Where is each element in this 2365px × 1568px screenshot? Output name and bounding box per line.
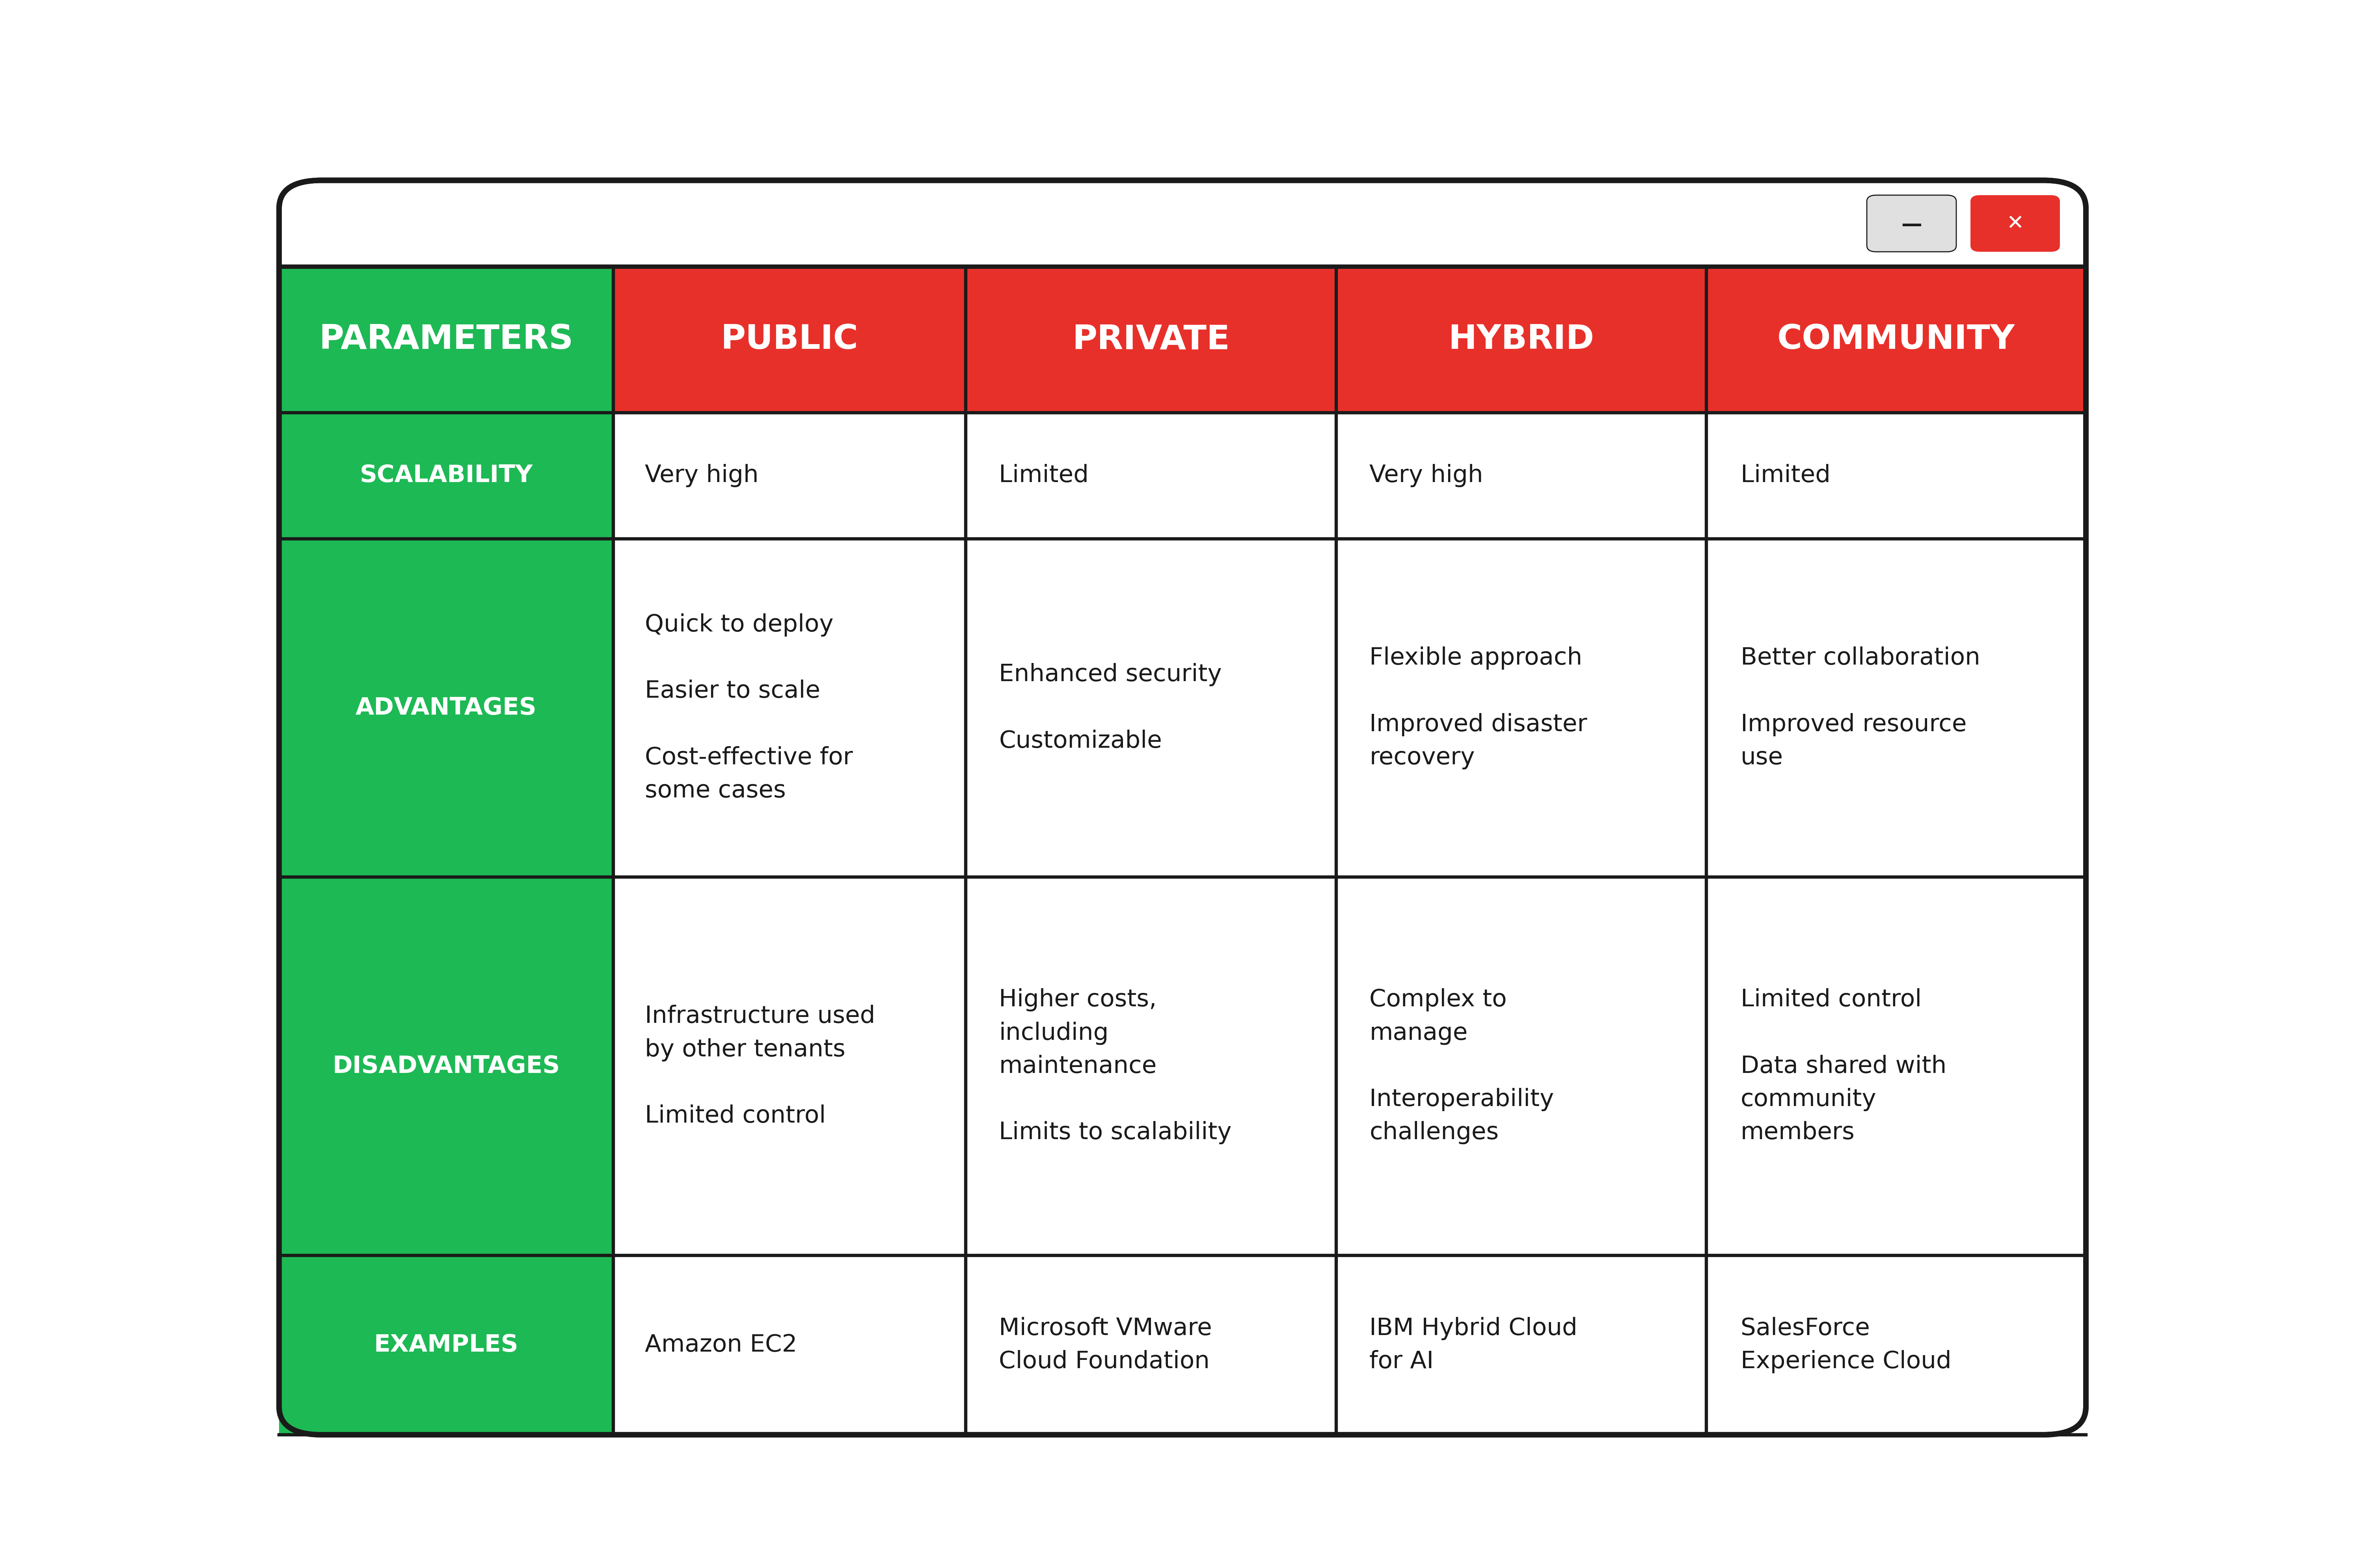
FancyBboxPatch shape [279,180,2086,1435]
Text: EXAMPLES: EXAMPLES [374,1333,518,1356]
FancyBboxPatch shape [1970,194,2060,252]
Text: ADVANTAGES: ADVANTAGES [355,696,537,720]
Text: Very high: Very high [646,464,759,488]
Text: Better collaboration

Improved resource
use: Better collaboration Improved resource u… [1741,646,1980,770]
Text: ✕: ✕ [2006,213,2024,234]
Bar [613,267,965,412]
Bar [279,267,613,412]
Text: SalesForce
Experience Cloud: SalesForce Experience Cloud [1741,1317,1951,1374]
Bar [1336,267,1708,412]
Text: SCALABILITY: SCALABILITY [359,464,532,488]
Text: Microsoft VMware
Cloud Foundation: Microsoft VMware Cloud Foundation [998,1317,1213,1374]
Text: Limited: Limited [1741,464,1831,488]
Text: DISADVANTAGES: DISADVANTAGES [333,1055,561,1077]
Text: Higher costs,
including
maintenance

Limits to scalability: Higher costs, including maintenance Limi… [998,988,1232,1145]
Text: PARAMETERS: PARAMETERS [319,323,572,356]
Text: Amazon EC2: Amazon EC2 [646,1333,797,1356]
Text: —: — [1901,215,1923,235]
Bar [279,539,613,877]
Bar [279,877,613,1256]
Text: Very high: Very high [1369,464,1483,488]
Text: Limited: Limited [998,464,1088,488]
Text: HYBRID: HYBRID [1447,323,1594,356]
Bar [279,1256,613,1435]
Text: Infrastructure used
by other tenants

Limited control: Infrastructure used by other tenants Lim… [646,1005,875,1127]
Text: Quick to deploy

Easier to scale

Cost-effective for
some cases: Quick to deploy Easier to scale Cost-eff… [646,613,854,803]
Text: PUBLIC: PUBLIC [721,323,858,356]
Text: IBM Hybrid Cloud
for AI: IBM Hybrid Cloud for AI [1369,1317,1577,1374]
Text: Enhanced security

Customizable: Enhanced security Customizable [998,663,1223,753]
Text: COMMUNITY: COMMUNITY [1778,323,2015,356]
Bar [965,267,1336,412]
Bar [279,412,613,539]
Text: Flexible approach

Improved disaster
recovery: Flexible approach Improved disaster reco… [1369,646,1587,770]
Text: Complex to
manage

Interoperability
challenges: Complex to manage Interoperability chall… [1369,988,1554,1145]
FancyBboxPatch shape [1866,194,1956,252]
Text: Limited control

Data shared with
community
members: Limited control Data shared with communi… [1741,988,1946,1145]
Text: PRIVATE: PRIVATE [1071,323,1230,356]
Bar [1708,267,2086,412]
